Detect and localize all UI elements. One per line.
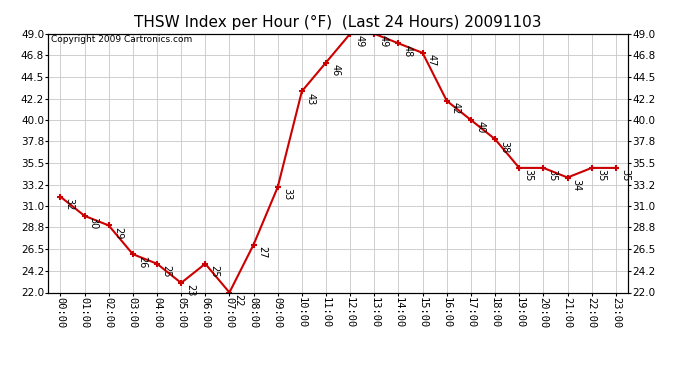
Text: 38: 38 (500, 141, 509, 153)
Text: 35: 35 (620, 169, 630, 182)
Text: 46: 46 (331, 64, 340, 76)
Text: 49: 49 (379, 35, 388, 47)
Text: 48: 48 (403, 45, 413, 57)
Text: 25: 25 (161, 265, 171, 278)
Text: 22: 22 (234, 294, 244, 306)
Text: THSW Index per Hour (°F)  (Last 24 Hours) 20091103: THSW Index per Hour (°F) (Last 24 Hours)… (135, 15, 542, 30)
Text: 49: 49 (355, 35, 364, 47)
Text: 23: 23 (186, 284, 195, 297)
Text: Copyright 2009 Cartronics.com: Copyright 2009 Cartronics.com (51, 35, 193, 44)
Text: 33: 33 (282, 189, 292, 201)
Text: 32: 32 (65, 198, 75, 210)
Text: 40: 40 (475, 122, 485, 134)
Text: 29: 29 (113, 227, 123, 239)
Text: 26: 26 (137, 255, 147, 268)
Text: 25: 25 (210, 265, 219, 278)
Text: 27: 27 (258, 246, 268, 258)
Text: 35: 35 (524, 169, 533, 182)
Text: 47: 47 (427, 54, 437, 67)
Text: 30: 30 (89, 217, 99, 229)
Text: 35: 35 (596, 169, 606, 182)
Text: 42: 42 (451, 102, 461, 115)
Text: 34: 34 (572, 179, 582, 191)
Text: 43: 43 (306, 93, 316, 105)
Text: 35: 35 (548, 169, 558, 182)
